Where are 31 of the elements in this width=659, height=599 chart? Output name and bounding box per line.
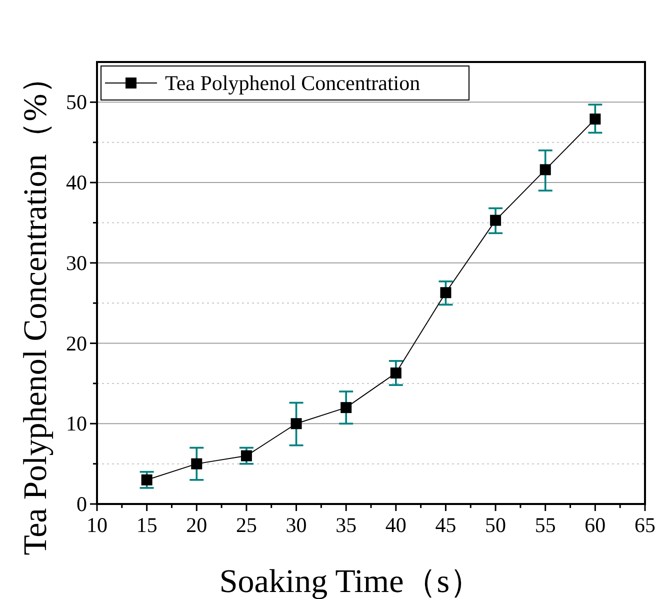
y-tick-label: 50	[66, 90, 87, 114]
y-axis-title: Tea Polyphenol Concentration（%）	[18, 60, 54, 556]
x-tick-label: 30	[286, 513, 307, 537]
y-tick-label: 20	[66, 331, 87, 356]
x-tick-label: 50	[485, 513, 506, 537]
x-tick-label: 45	[435, 513, 456, 537]
point	[490, 214, 502, 226]
x-tick-label: 15	[136, 513, 158, 537]
y-tick-label: 10	[66, 412, 87, 436]
point	[390, 368, 402, 379]
x-tick-label: 40	[385, 513, 406, 537]
y-tick-label: 0	[76, 492, 87, 516]
y-tick-label: 30	[66, 250, 87, 275]
point	[340, 402, 352, 414]
point	[290, 418, 302, 430]
x-tick-label: 55	[534, 513, 556, 537]
x-tick-label: 10	[86, 513, 108, 537]
point	[440, 287, 452, 298]
point	[191, 458, 202, 470]
x-tick-label: 65	[634, 513, 656, 537]
x-tick-label: 60	[584, 513, 606, 537]
y-tick-label: 40	[66, 170, 87, 195]
point	[240, 450, 252, 462]
point	[590, 114, 601, 125]
x-tick-label: 20	[186, 513, 208, 537]
point	[141, 474, 152, 486]
x-tick-label: 35	[336, 513, 357, 537]
x-axis-title: Soaking Time（s）	[219, 564, 483, 599]
point	[540, 164, 551, 176]
x-tick-label: 25	[236, 513, 257, 537]
legend-label: Tea Polyphenol Concentration	[165, 71, 421, 95]
